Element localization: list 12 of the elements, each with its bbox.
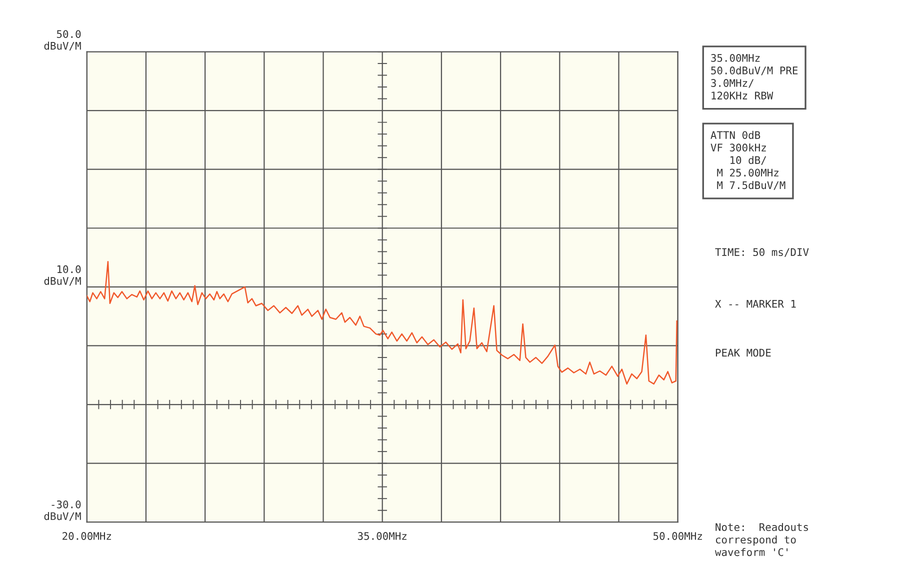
x-tick-label: 20.00MHz [62,532,111,540]
x-tick-label: 50.00MHz [653,532,702,540]
x-tick-label: 35.00MHz [358,532,406,540]
text: ATTN 0dB VF 300kHz 10 dB/ M 25.00MHz M 7.5dBuV/M [710,130,786,190]
text: TIME: 50 ms/DIV [715,248,809,257]
text: PEAK MODE [716,348,771,357]
text: X -- MARKER 1 [715,300,796,308]
text: 35.00MHz 50.0dBuV/M PRE 3.0MHz/ 120KHz RBW [711,54,798,100]
y-tick-label: 10.0 dBuV/M [44,265,81,286]
y-tick-label: 50.0 dBuV/M [44,30,81,51]
text: Note: Readouts correspond to waveform 'C' [714,522,808,556]
y-tick-label: -30.0 dBuV/M [44,500,81,521]
